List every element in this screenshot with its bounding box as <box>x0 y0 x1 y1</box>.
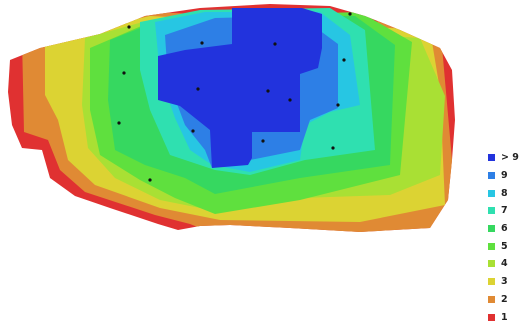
legend-label-4: 4 <box>501 258 508 270</box>
legend-label-1: 1 <box>501 311 508 323</box>
dot-icon <box>348 12 352 16</box>
legend-swatch-over-9 <box>488 154 495 162</box>
legend-label-2: 2 <box>501 293 508 305</box>
legend-item-over-9: > 9 <box>488 149 522 167</box>
legend-item-5: 5 <box>488 237 522 255</box>
camera-markers <box>117 12 352 182</box>
dot-icon <box>122 71 126 75</box>
overlap-legend: > 9 9 8 7 6 5 4 3 2 1 <box>488 149 522 326</box>
legend-swatch-7 <box>488 207 495 215</box>
legend-swatch-5 <box>488 242 495 250</box>
legend-swatch-6 <box>488 225 495 233</box>
legend-label-9: 9 <box>501 170 508 182</box>
legend-item-1: 1 <box>488 308 522 326</box>
overlap-map <box>8 4 455 232</box>
dot-icon <box>331 146 335 150</box>
legend-item-9: 9 <box>488 167 522 185</box>
legend-item-8: 8 <box>488 184 522 202</box>
dot-icon <box>336 103 340 107</box>
dot-icon <box>148 178 152 182</box>
dot-icon <box>127 25 131 29</box>
legend-swatch-3 <box>488 278 495 286</box>
legend-item-6: 6 <box>488 220 522 238</box>
legend-item-3: 3 <box>488 273 522 291</box>
legend-swatch-4 <box>488 260 495 268</box>
legend-label-7: 7 <box>501 205 508 217</box>
dot-icon <box>196 87 200 91</box>
legend-swatch-8 <box>488 189 495 197</box>
legend-label-3: 3 <box>501 276 508 288</box>
dot-icon <box>261 139 265 143</box>
dot-icon <box>273 42 277 46</box>
legend-item-7: 7 <box>488 202 522 220</box>
dot-icon <box>200 41 204 45</box>
dot-icon <box>191 129 195 133</box>
legend-swatch-1 <box>488 313 495 321</box>
legend-swatch-9 <box>488 172 495 180</box>
legend-label-8: 8 <box>501 187 508 199</box>
dot-icon <box>117 121 121 125</box>
legend-swatch-2 <box>488 295 495 303</box>
dot-icon <box>342 58 346 62</box>
dot-icon <box>266 89 270 93</box>
legend-label-over-9: > 9 <box>501 152 519 164</box>
legend-item-2: 2 <box>488 291 522 309</box>
dot-icon <box>288 98 292 102</box>
legend-label-6: 6 <box>501 223 508 235</box>
zone-overlap-over-9 <box>158 8 322 168</box>
overlap-zones <box>8 4 455 232</box>
legend-item-4: 4 <box>488 255 522 273</box>
legend-label-5: 5 <box>501 240 508 252</box>
